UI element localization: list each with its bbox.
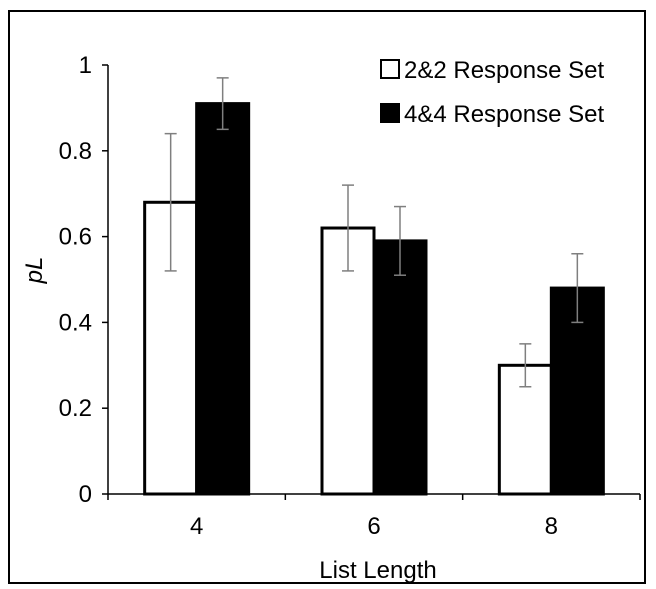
bar	[195, 102, 251, 496]
y-tick-label: 1	[79, 52, 92, 79]
y-tick-label: 0.6	[59, 224, 92, 251]
legend-label: 4&4 Response Set	[404, 101, 604, 128]
x-axis-title: List Length	[319, 557, 436, 584]
legend-label: 2&2 Response Set	[404, 57, 604, 84]
chart-frame	[8, 10, 646, 584]
error-bars	[164, 77, 584, 388]
x-tick-label: 8	[545, 513, 558, 540]
legend-swatch	[380, 59, 400, 79]
bars	[143, 102, 605, 496]
y-axis-title: pL	[21, 257, 48, 285]
y-tick-label: 0.4	[59, 309, 92, 336]
legend-swatch	[380, 103, 400, 123]
x-tick-label: 4	[190, 513, 203, 540]
bar	[320, 226, 376, 496]
x-tick-label: 6	[367, 513, 380, 540]
bar	[372, 239, 428, 496]
y-tick-label: 0.2	[59, 395, 92, 422]
axes: 0 0.2 0.4 0.6 0.8 1 4 6 8	[59, 52, 641, 540]
y-tick-label: 0.8	[59, 138, 92, 165]
legend: 2&2 Response Set 4&4 Response Set	[380, 57, 604, 128]
y-tick-label: 0	[79, 481, 92, 508]
